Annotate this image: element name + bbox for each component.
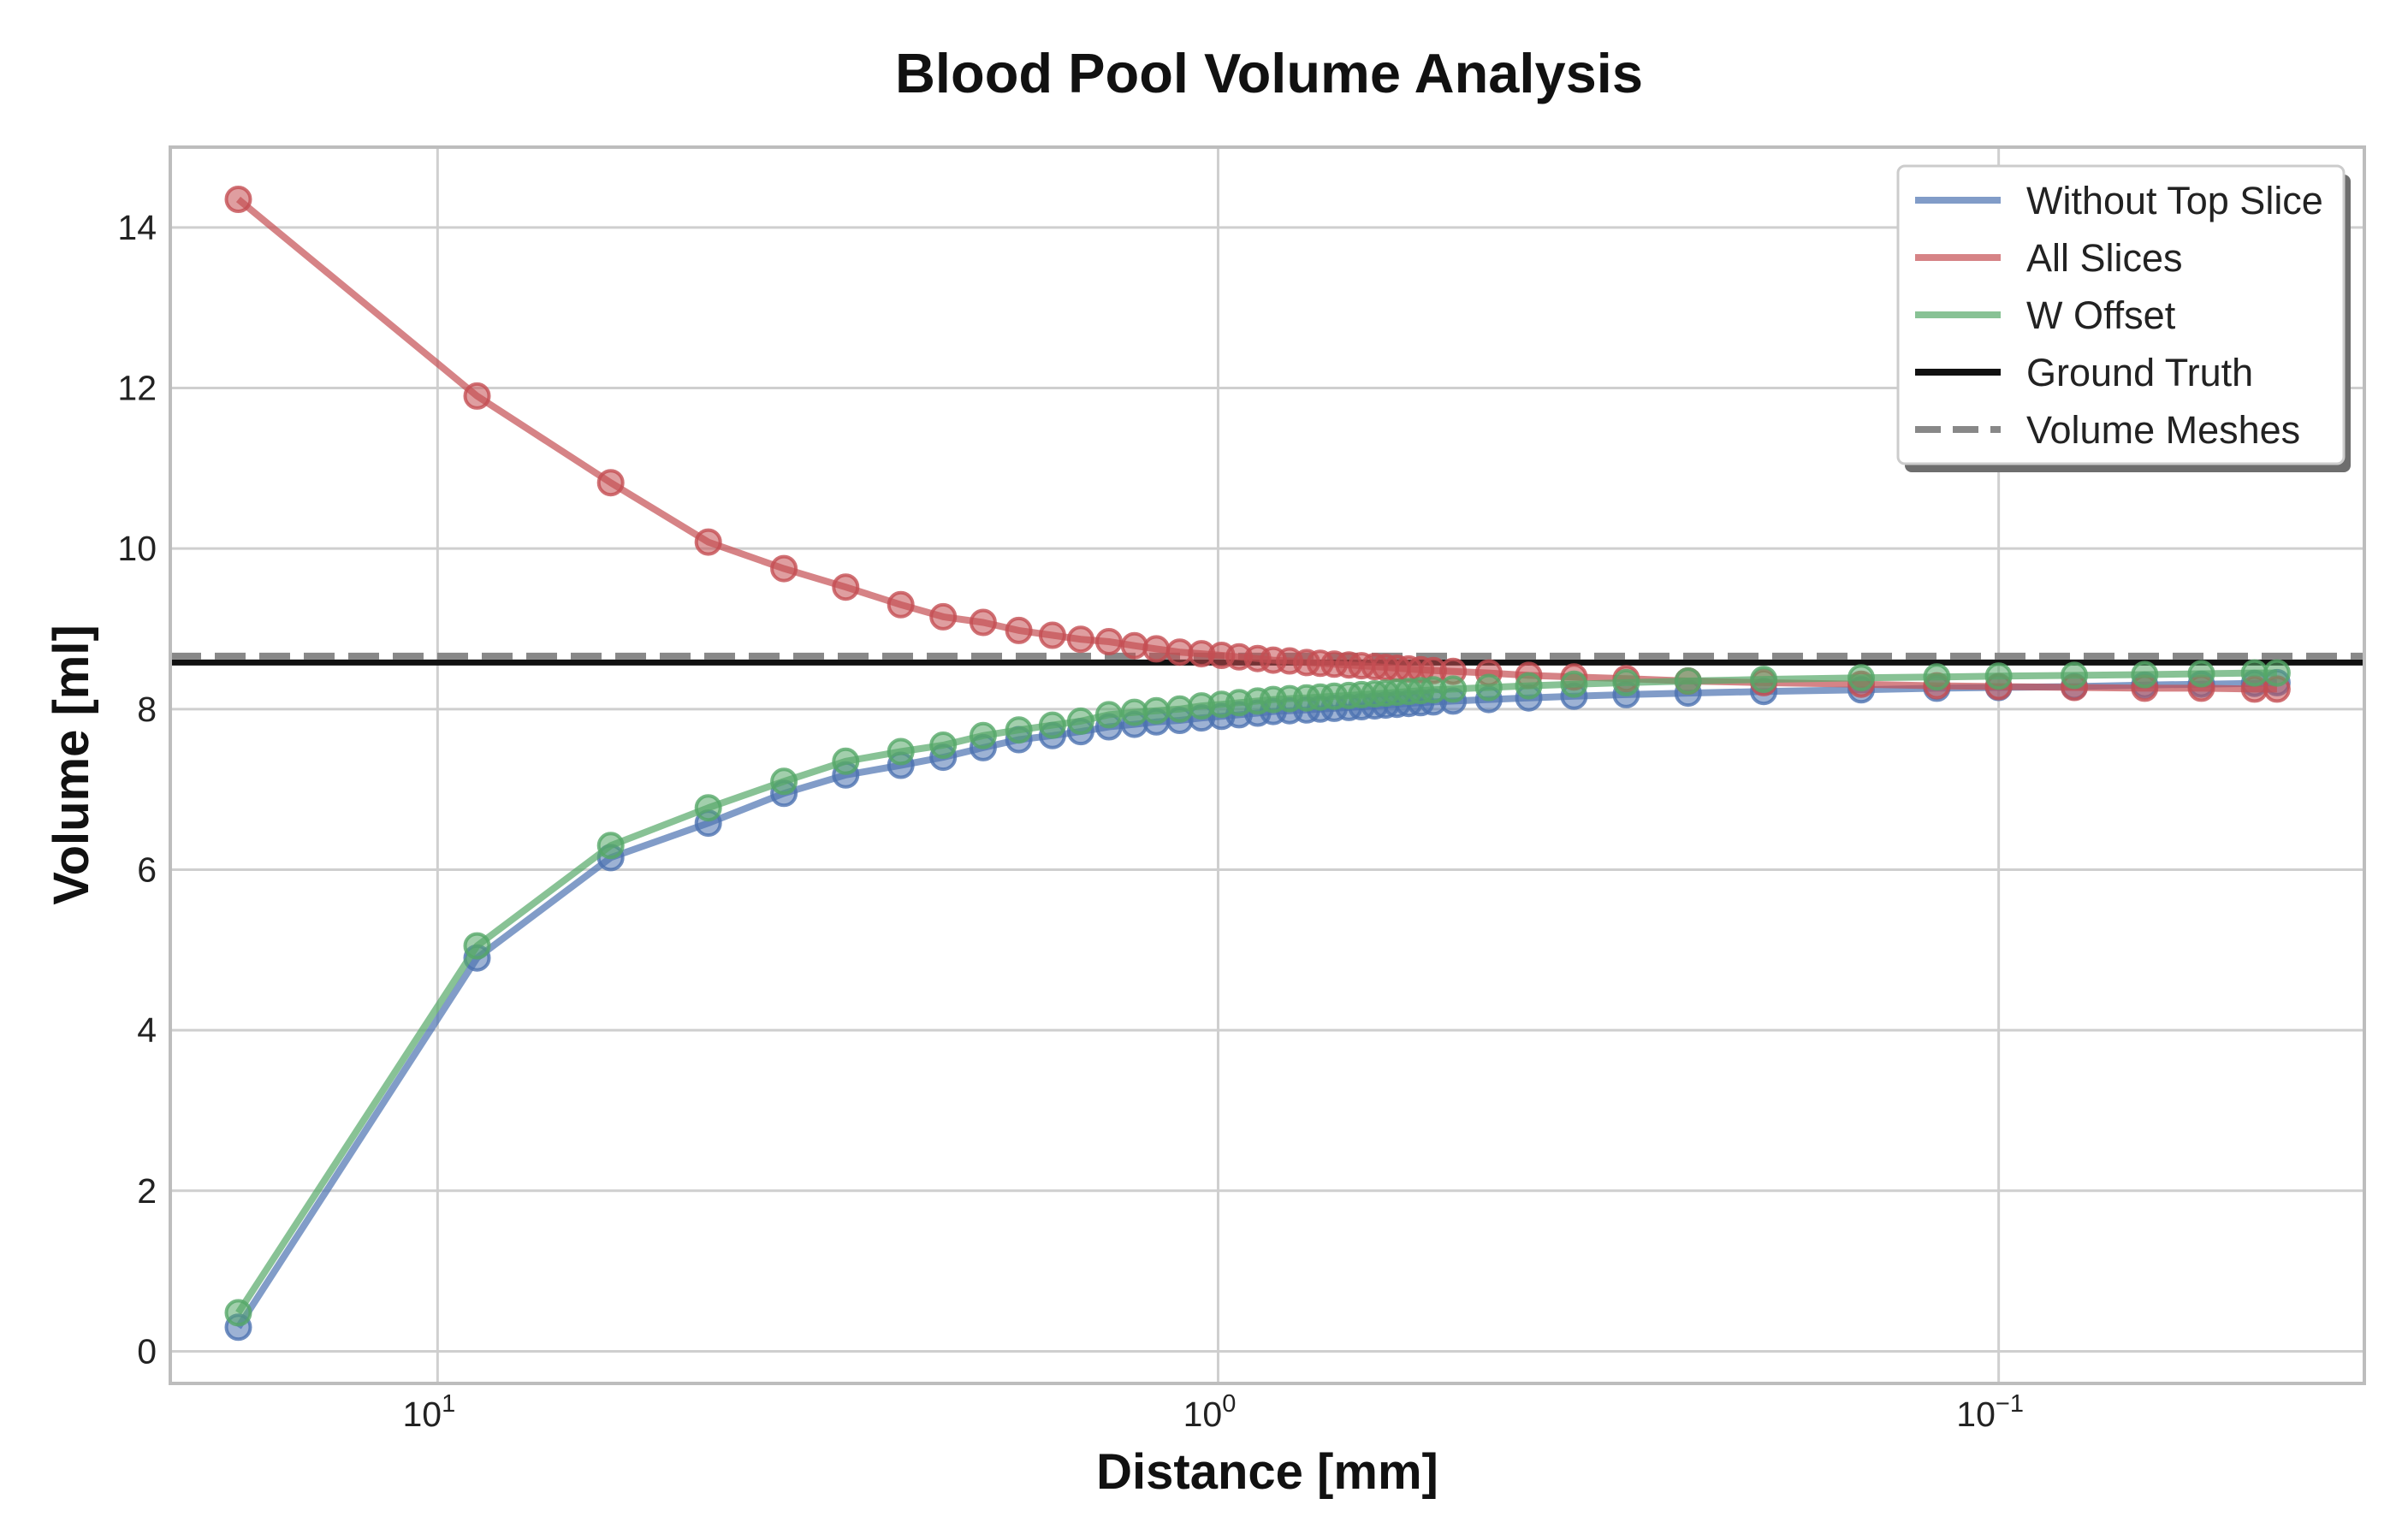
data-point xyxy=(694,528,722,556)
data-point xyxy=(1474,673,1503,702)
data-point xyxy=(2240,659,2269,687)
data-point xyxy=(1038,621,1066,649)
x-tick-label: 101 xyxy=(402,1390,455,1434)
data-point xyxy=(770,767,798,796)
data-point xyxy=(969,721,997,749)
data-point xyxy=(1439,675,1468,703)
data-point xyxy=(2263,659,2291,687)
data-point xyxy=(832,573,860,601)
chart-title: Blood Pool Volume Analysis xyxy=(895,42,1643,104)
data-point xyxy=(224,1299,252,1327)
y-tick-label: 8 xyxy=(137,690,157,729)
data-point xyxy=(596,832,625,860)
y-tick-labels: 0 2 4 6 8 10 12 14 xyxy=(117,208,157,1371)
data-point xyxy=(969,608,997,637)
legend-box xyxy=(1896,164,2346,465)
data-point xyxy=(2061,661,2088,690)
y-tick-label: 12 xyxy=(117,368,157,407)
legend-label-all-slices: All Slices xyxy=(2026,236,2183,280)
data-point xyxy=(1560,670,1588,698)
data-point xyxy=(1094,628,1123,655)
data-point xyxy=(832,747,860,775)
series-layer xyxy=(224,186,2291,1342)
data-point xyxy=(1094,701,1123,729)
data-point xyxy=(1120,631,1148,660)
data-point xyxy=(929,602,958,631)
data-point xyxy=(1984,662,2013,690)
plot-frame xyxy=(169,145,2366,1385)
data-point xyxy=(1165,695,1194,723)
grid xyxy=(170,147,2364,1383)
data-point xyxy=(1923,663,1951,691)
series-w-offset xyxy=(224,659,2291,1327)
data-point xyxy=(1005,716,1033,744)
data-point xyxy=(2187,660,2215,688)
data-point xyxy=(1005,616,1033,644)
data-point xyxy=(596,469,625,497)
y-tick-label: 6 xyxy=(137,850,157,889)
y-tick-label: 0 xyxy=(137,1331,157,1371)
data-point xyxy=(694,794,722,822)
legend: Without Top Slice All Slices W Offset Groun… xyxy=(1896,164,2351,472)
data-point xyxy=(1066,625,1094,654)
data-point xyxy=(2131,660,2159,689)
data-point xyxy=(1066,707,1094,735)
legend-label-without-top-slice: Without Top Slice xyxy=(2026,179,2323,222)
data-point xyxy=(887,590,915,619)
data-point xyxy=(770,554,798,583)
data-point xyxy=(1515,672,1543,700)
x-tick-label: 10−1 xyxy=(1956,1390,2024,1434)
data-point xyxy=(1674,667,1702,695)
data-point xyxy=(929,732,958,759)
data-point xyxy=(1142,635,1171,663)
data-point xyxy=(1142,696,1171,725)
y-tick-label: 14 xyxy=(117,208,157,247)
data-point xyxy=(1750,666,1778,694)
data-point xyxy=(463,382,491,410)
legend-label-w-offset: W Offset xyxy=(2026,293,2176,337)
x-axis-label: Distance [mm] xyxy=(1096,1444,1438,1500)
data-point xyxy=(887,737,915,766)
data-point xyxy=(1038,711,1066,739)
y-tick-label: 4 xyxy=(137,1010,157,1050)
y-axis-label: Volume [ml] xyxy=(44,625,99,905)
y-tick-label: 10 xyxy=(117,529,157,568)
data-point xyxy=(224,186,252,213)
x-tick-labels: 101 100 10−1 xyxy=(402,1390,2024,1434)
legend-label-ground-truth: Ground Truth xyxy=(2026,351,2253,394)
data-point xyxy=(463,932,491,960)
data-point xyxy=(1847,664,1875,692)
x-tick-label: 100 xyxy=(1183,1390,1237,1434)
data-point xyxy=(1612,668,1640,696)
legend-label-volume-meshes: Volume Meshes xyxy=(2026,408,2300,452)
y-tick-label: 2 xyxy=(137,1171,157,1211)
